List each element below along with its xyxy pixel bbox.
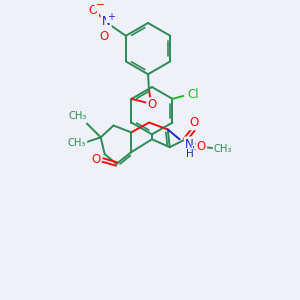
Text: O: O [190, 116, 199, 129]
Text: N: N [102, 16, 110, 28]
Text: O: O [196, 140, 206, 153]
Text: CH₃: CH₃ [69, 111, 87, 121]
Text: H: H [186, 149, 193, 159]
Text: Cl: Cl [188, 88, 199, 101]
Text: +: + [107, 12, 115, 22]
Text: N: N [185, 138, 194, 151]
Text: O: O [100, 30, 109, 43]
Text: O: O [147, 98, 157, 111]
Text: CH₃: CH₃ [68, 138, 86, 148]
Text: O: O [89, 4, 98, 16]
Text: CH₃: CH₃ [214, 144, 232, 154]
Text: O: O [91, 152, 101, 166]
Text: H: H [193, 146, 200, 156]
Text: −: − [95, 0, 105, 10]
